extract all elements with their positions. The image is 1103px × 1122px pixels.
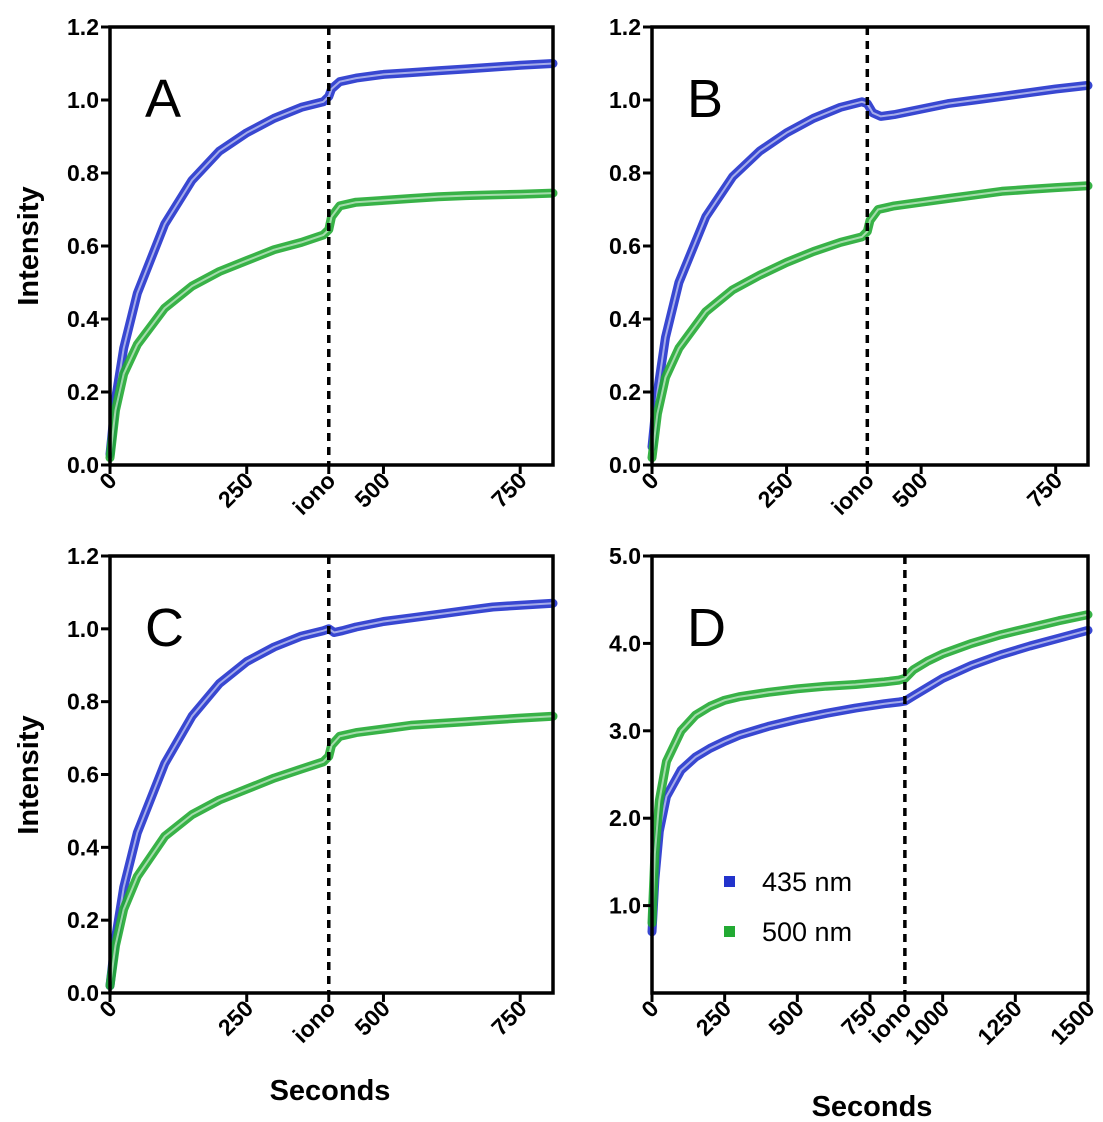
series-green-band: [105, 188, 558, 463]
y-tick-label: 0.8: [67, 689, 99, 715]
y-tick-label: 1.0: [67, 616, 99, 642]
x-tick-label: 500: [349, 995, 395, 1041]
series-green-highlight: [651, 184, 1089, 458]
y-tick-label: 0.4: [67, 306, 99, 332]
panel-letter: C: [145, 598, 184, 658]
series-435-nm-highlight: [651, 629, 1089, 932]
y-tick-label: 0.6: [67, 762, 99, 788]
y-axis-title: Intensity: [13, 715, 45, 834]
series-500-nm-highlight: [651, 613, 1089, 924]
x-tick-label: 0: [94, 995, 121, 1022]
y-tick-label: 0.0: [67, 980, 99, 1006]
x-tick-label: 1000: [900, 995, 955, 1050]
y-tick-label: 0.6: [609, 233, 641, 259]
x-tick-label: 750: [486, 995, 532, 1041]
series-blue-band: [105, 598, 558, 991]
panel-letter: D: [687, 598, 726, 658]
series-green-band: [647, 181, 1093, 463]
y-axis-title: Intensity: [13, 186, 45, 305]
series-blue-highlight: [109, 602, 554, 986]
legend: 435 nm 500 nm: [724, 867, 852, 947]
x-tick-label: 500: [349, 467, 395, 513]
x-tick-label: 250: [753, 467, 799, 513]
panel-a: 0.0 0.2 0.4 0.6 0.8 1.0 1.2 0 250 iono 500 750 A Inte…: [13, 14, 558, 520]
x-tick-label: 500: [763, 995, 809, 1041]
series-blue-highlight: [109, 62, 554, 455]
y-tick-label: 1.0: [609, 87, 641, 113]
legend-swatch: [724, 926, 735, 937]
x-tick-label: 0: [94, 467, 121, 494]
y-tick-label: 0.6: [67, 233, 99, 259]
x-tick-label: 1500: [1045, 995, 1100, 1050]
y-tick-label: 1.2: [67, 14, 99, 40]
x-tick-label: 750: [486, 467, 532, 513]
x-axis-title: Seconds: [270, 1075, 391, 1107]
x-tick-label: 250: [691, 995, 737, 1041]
x-tick-label: 0: [636, 995, 663, 1022]
x-tick-label: 0: [636, 467, 663, 494]
panel-c: 0.0 0.2 0.4 0.6 0.8 1.0 1.2 0 250 iono 500 750 C Inte…: [13, 543, 558, 1107]
series-500-nm-band: [647, 610, 1093, 928]
legend-label: 500 nm: [762, 917, 852, 947]
y-tick-label: 0.8: [609, 160, 641, 186]
y-tick-label: 0.0: [67, 452, 99, 478]
legend-label: 435 nm: [762, 867, 852, 897]
y-tick-label: 4.0: [609, 630, 641, 656]
y-tick-label: 1.2: [67, 543, 99, 569]
series-green-highlight: [109, 715, 554, 986]
legend-swatch: [724, 876, 735, 887]
series-green-highlight: [109, 192, 554, 458]
y-tick-label: 0.8: [67, 160, 99, 186]
x-tick-label: iono: [826, 467, 879, 520]
y-tick-label: 3.0: [609, 718, 641, 744]
x-tick-label: iono: [288, 467, 341, 520]
panel-letter: A: [145, 69, 181, 129]
panel-letter: B: [687, 69, 723, 129]
y-tick-label: 0.0: [609, 452, 641, 478]
y-tick-label: 0.4: [609, 306, 641, 332]
series-blue-band: [647, 80, 1093, 452]
y-tick-label: 5.0: [609, 543, 641, 569]
y-tick-label: 0.2: [67, 379, 99, 405]
y-tick-label: 0.2: [67, 907, 99, 933]
x-tick-label: 250: [213, 995, 259, 1041]
y-tick-label: 1.0: [609, 893, 641, 919]
series-green-band: [105, 711, 558, 991]
y-tick-label: 1.0: [67, 87, 99, 113]
x-tick-label: 750: [1022, 467, 1068, 513]
x-tick-label: 500: [887, 467, 933, 513]
y-tick-label: 1.2: [609, 14, 641, 40]
y-tick-label: 0.2: [609, 379, 641, 405]
y-tick-label: 0.4: [67, 834, 99, 860]
x-axis-title: Seconds: [812, 1091, 933, 1122]
y-tick-label: 2.0: [609, 805, 641, 831]
panel-b: 0.0 0.2 0.4 0.6 0.8 1.0 1.2 0 250 iono 500 750 B: [609, 14, 1093, 520]
x-tick-label: 1250: [972, 995, 1027, 1050]
x-tick-label: iono: [288, 995, 341, 1048]
x-tick-label: 250: [213, 467, 259, 513]
series-blue-highlight: [651, 84, 1089, 447]
series-435-nm-band: [647, 625, 1093, 937]
